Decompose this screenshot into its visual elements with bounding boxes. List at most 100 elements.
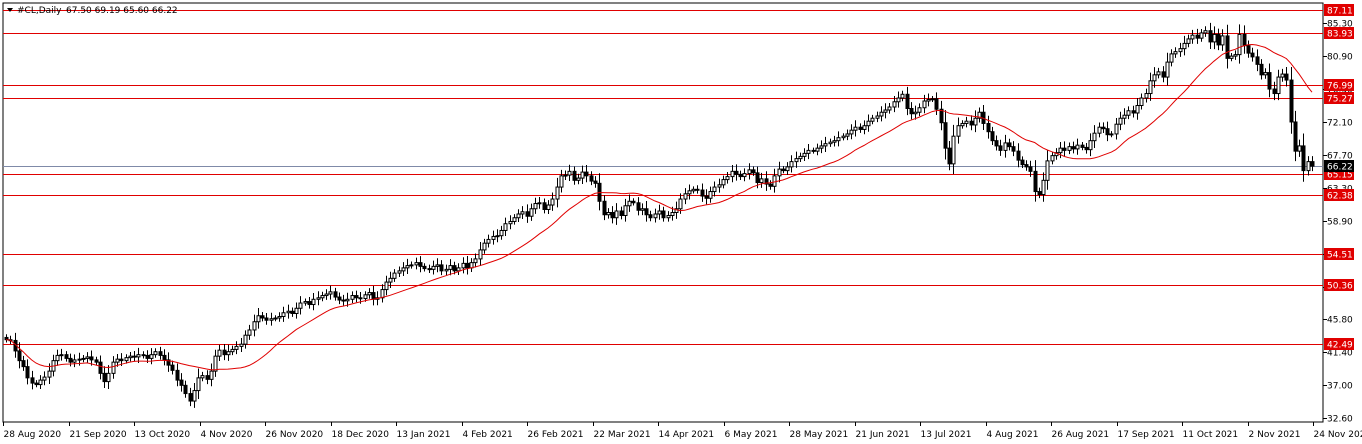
candle bbox=[303, 298, 308, 306]
candle-body-up bbox=[627, 200, 632, 207]
candle-body-down bbox=[1310, 161, 1315, 167]
candle-body-up bbox=[367, 292, 372, 296]
candle-body-up bbox=[444, 268, 449, 272]
candle-body-down bbox=[939, 108, 944, 124]
candle bbox=[1306, 156, 1311, 176]
candle bbox=[124, 354, 129, 364]
price-tags-layer: 87.11 83.93 76.99 75.27 65.15 62.38 54.51 50.36… bbox=[1324, 4, 1354, 351]
candle bbox=[1233, 50, 1238, 60]
candle bbox=[1301, 133, 1306, 182]
candle bbox=[392, 269, 397, 282]
candle-body-down bbox=[998, 145, 1003, 151]
candle-body-up bbox=[960, 122, 965, 127]
candle bbox=[951, 124, 956, 175]
candle bbox=[1101, 122, 1106, 134]
candle bbox=[1195, 28, 1200, 44]
candle bbox=[1161, 66, 1166, 83]
candle bbox=[136, 347, 141, 363]
candle bbox=[1297, 139, 1302, 157]
candle-body-up bbox=[1144, 93, 1149, 99]
candle bbox=[354, 290, 359, 303]
candle-body-down bbox=[1007, 142, 1012, 148]
candle bbox=[273, 315, 278, 322]
dropdown-triangle-icon[interactable] bbox=[7, 8, 13, 12]
candle-body-down bbox=[354, 295, 359, 299]
x-tick-label: 24 Nov 2021 bbox=[1314, 430, 1362, 440]
candle bbox=[922, 94, 927, 114]
candle bbox=[1033, 160, 1038, 202]
candle bbox=[456, 263, 461, 275]
candle-body-down bbox=[34, 382, 39, 386]
candle bbox=[546, 200, 551, 214]
candle bbox=[836, 131, 841, 147]
candle-body-up bbox=[234, 345, 239, 350]
candle-body-down bbox=[141, 354, 146, 357]
candle bbox=[858, 123, 863, 133]
candle-body-up bbox=[495, 235, 500, 238]
candle bbox=[584, 164, 589, 183]
candle-body-up bbox=[1276, 76, 1281, 95]
x-tick-label: 28 Aug 2020 bbox=[4, 430, 62, 440]
candle bbox=[81, 354, 86, 363]
candle bbox=[149, 348, 154, 365]
candle bbox=[350, 291, 355, 304]
candle-body-up bbox=[482, 242, 487, 251]
candle bbox=[913, 105, 918, 120]
candle bbox=[30, 370, 35, 390]
candle bbox=[1216, 28, 1221, 51]
candle bbox=[217, 344, 222, 361]
candle-body-down bbox=[969, 120, 974, 126]
candle-body-up bbox=[900, 93, 905, 99]
y-tick-label: 58.90 bbox=[1327, 218, 1353, 228]
candle-body-up bbox=[849, 129, 854, 135]
candle bbox=[311, 292, 316, 311]
candle-body-up bbox=[1135, 105, 1140, 114]
candle bbox=[640, 203, 645, 216]
candle-body-up bbox=[853, 126, 858, 131]
level-price-tag bbox=[1324, 189, 1354, 201]
candle-body-up bbox=[815, 147, 820, 152]
candle-body-up bbox=[106, 372, 111, 383]
candle-body-up bbox=[456, 267, 461, 272]
candle bbox=[1144, 88, 1149, 103]
candle bbox=[956, 117, 961, 144]
y-tick-label: 85.30 bbox=[1327, 20, 1353, 30]
candle bbox=[341, 294, 346, 306]
candle-body-up bbox=[1237, 33, 1242, 56]
candle bbox=[170, 360, 175, 375]
candle bbox=[1058, 142, 1063, 159]
candle bbox=[397, 266, 402, 278]
candle-body-down bbox=[337, 296, 342, 301]
candle bbox=[717, 178, 722, 193]
candle bbox=[239, 338, 244, 352]
candle bbox=[870, 114, 875, 125]
candle-body-down bbox=[422, 265, 427, 270]
candle-body-up bbox=[640, 208, 645, 211]
candle bbox=[247, 324, 252, 340]
candle-body-up bbox=[580, 171, 585, 179]
candle bbox=[550, 192, 555, 211]
candle-body-down bbox=[119, 358, 124, 362]
candle-body-down bbox=[1062, 147, 1067, 151]
candle-body-up bbox=[832, 140, 837, 143]
candle bbox=[1007, 138, 1012, 151]
candle bbox=[1045, 150, 1050, 190]
candle bbox=[964, 116, 969, 128]
candle-body-down bbox=[452, 265, 457, 272]
candle bbox=[841, 133, 846, 141]
candle-body-up bbox=[286, 310, 291, 314]
candle-body-down bbox=[1020, 159, 1025, 166]
candle-body-up bbox=[930, 98, 935, 101]
candle-body-down bbox=[1033, 170, 1038, 193]
candle bbox=[21, 355, 26, 371]
candle-body-down bbox=[764, 178, 769, 185]
candle-body-up bbox=[879, 111, 884, 117]
candle bbox=[294, 302, 299, 319]
candle-body-up bbox=[537, 202, 542, 205]
candle bbox=[1024, 160, 1029, 171]
candle-body-up bbox=[55, 354, 60, 362]
candle-body-up bbox=[1114, 123, 1119, 135]
candle bbox=[712, 181, 717, 197]
candle-body-up bbox=[550, 198, 555, 206]
